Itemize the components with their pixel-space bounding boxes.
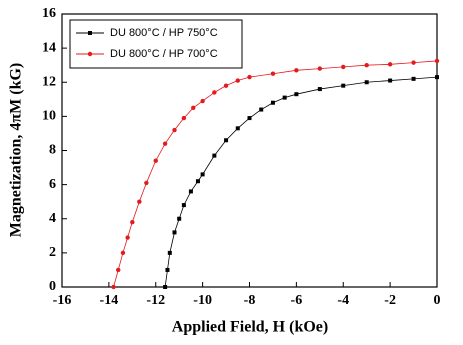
marker [270, 71, 276, 76]
y-tick-label: 8 [49, 143, 56, 158]
legend-box [69, 19, 243, 69]
marker [116, 267, 121, 273]
marker [317, 66, 323, 71]
marker [111, 284, 116, 290]
marker [247, 74, 252, 80]
marker [388, 78, 393, 83]
marker [341, 64, 346, 70]
marker [200, 98, 205, 104]
series-line [113, 60, 438, 288]
marker [191, 105, 196, 111]
x-tick-label: -16 [53, 293, 72, 308]
y-tick-label: 4 [49, 211, 56, 226]
marker [317, 87, 322, 92]
y-tick-label: 12 [42, 74, 56, 89]
y-axis-label: Magnetization, 4πM (kG) [8, 63, 25, 238]
marker [364, 80, 369, 85]
marker [212, 90, 217, 95]
marker [270, 100, 275, 105]
x-tick-label: -6 [291, 293, 303, 308]
legend-label: DU 800°C / HP 750°C [110, 27, 218, 39]
marker [120, 250, 126, 256]
marker [235, 78, 240, 83]
marker [282, 95, 287, 100]
y-tick-label: 0 [49, 279, 56, 294]
x-tick-label: -10 [193, 293, 212, 308]
marker [130, 219, 135, 225]
marker [259, 107, 264, 112]
marker [435, 75, 439, 80]
marker [212, 153, 217, 158]
x-tick-label: 0 [434, 293, 441, 308]
marker [125, 235, 130, 240]
x-tick-label: -8 [244, 293, 256, 308]
marker [294, 68, 299, 73]
x-axis-label: Applied Field, H (kOe) [172, 319, 328, 336]
marker [200, 172, 205, 177]
marker [364, 62, 369, 68]
marker [181, 115, 187, 121]
marker [172, 230, 177, 235]
marker [181, 203, 186, 208]
marker [223, 83, 229, 88]
marker [137, 199, 142, 204]
marker [235, 126, 240, 131]
y-tick-label: 16 [42, 6, 56, 21]
legend-marker [88, 31, 92, 35]
y-tick-label: 14 [42, 40, 56, 55]
marker [172, 127, 177, 133]
marker [294, 92, 299, 97]
y-tick-label: 6 [49, 177, 56, 192]
marker [247, 116, 252, 121]
marker [153, 158, 158, 163]
marker [411, 76, 416, 81]
marker [177, 216, 182, 221]
marker [224, 138, 229, 143]
legend-marker [87, 51, 93, 57]
marker [163, 285, 168, 289]
x-tick-label: -4 [337, 293, 349, 308]
marker [434, 58, 440, 64]
y-tick-label: 2 [49, 245, 56, 260]
y-tick-label: 10 [42, 109, 56, 124]
x-tick-label: -2 [384, 293, 396, 308]
marker [144, 180, 149, 186]
x-tick-label: -12 [146, 293, 165, 308]
series-line [164, 76, 438, 288]
x-tick-label: -14 [100, 293, 119, 308]
marker [165, 267, 170, 272]
marker [162, 141, 168, 146]
marker [195, 179, 200, 184]
marker [411, 60, 416, 65]
marker [188, 189, 193, 194]
marker [167, 250, 172, 255]
marker [341, 83, 346, 88]
legend-label: DU 800°C / HP 700°C [110, 48, 218, 60]
marker [387, 62, 393, 67]
